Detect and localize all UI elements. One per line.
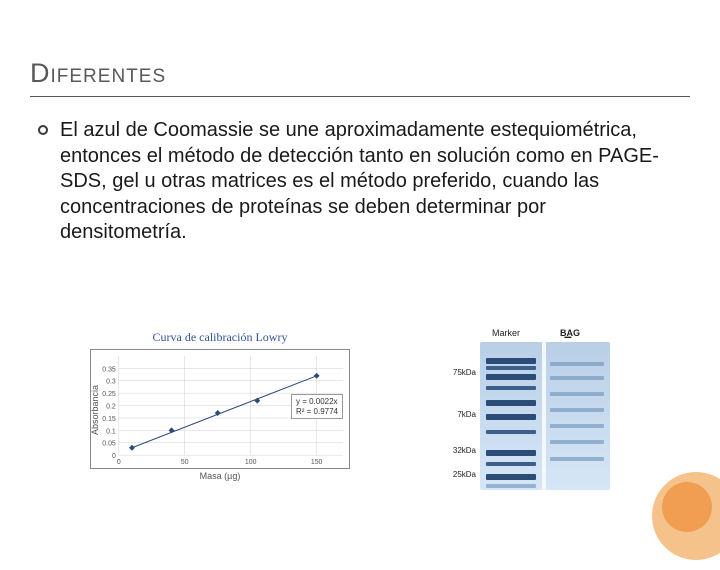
svg-text:0.1: 0.1 [106,428,116,435]
gel-band [550,457,604,461]
body-paragraph: El azul de Coomassie se une aproximadame… [60,118,660,246]
gel-band [486,462,536,466]
chart-r2: R² = 0.9774 [296,407,338,417]
calibration-chart: Curva de calibración Lowry 00.050.10.150… [90,330,350,490]
gel-image [480,342,610,490]
gel-band [486,450,536,456]
chart-equation-box: y = 0.0022x R² = 0.9774 [291,394,343,419]
gel-band [486,474,536,480]
chart-ylabel: Absorbancia [90,385,100,435]
svg-text:0.3: 0.3 [106,379,116,386]
gel-mw-label: 25kDa [440,470,476,479]
bullet-item: El azul de Coomassie se une aproximadame… [38,118,660,246]
chart-plot-area: 0 0.05 0.1 0.15 0.2 0.25 0.3 0.35 0 50 100 150 y = … [90,349,350,469]
corner-decoration [640,460,720,570]
gel-band [486,386,536,390]
gel-band [550,362,604,366]
gel-band [486,484,536,488]
svg-text:0: 0 [117,459,121,466]
gel-band [486,414,536,420]
svg-text:50: 50 [181,459,189,466]
svg-text:0.05: 0.05 [102,441,116,448]
gel-mw-label: 75kDa [440,368,476,377]
gel-lane-divider [542,342,546,490]
gel-band [550,376,604,380]
svg-text:100: 100 [245,459,257,466]
gel-band [486,374,536,380]
gel-band [550,440,604,444]
gel-band [486,358,536,364]
svg-text:0: 0 [112,453,116,460]
svg-text:150: 150 [311,459,323,466]
figures-row: Curva de calibración Lowry 00.050.10.150… [90,330,640,500]
gel-band [550,392,604,396]
svg-text:0.2: 0.2 [106,404,116,411]
gel-mw-label: 7kDa [440,410,476,419]
chart-title: Curva de calibración Lowry [90,330,350,345]
gel-band [486,430,536,434]
bullet-icon [38,125,48,135]
gel-band [550,424,604,428]
gel-figure: Marker BAG – 75kDa7kDa32kDa25kDa [440,330,640,500]
corner-circle-inner [662,482,712,532]
chart-xlabel: Masa (µg) [90,471,350,481]
svg-text:0.15: 0.15 [102,416,116,423]
gel-lane-marker-label: Marker [492,328,520,338]
chart-equation: y = 0.0022x [296,397,338,407]
gel-band [486,366,536,370]
gel-band [486,400,536,406]
svg-text:0.35: 0.35 [102,366,116,373]
gel-mw-label: 32kDa [440,446,476,455]
title-underline [30,96,690,97]
gel-band [550,408,604,412]
svg-text:0.25: 0.25 [102,391,116,398]
slide-title: Diferentes [30,58,166,89]
